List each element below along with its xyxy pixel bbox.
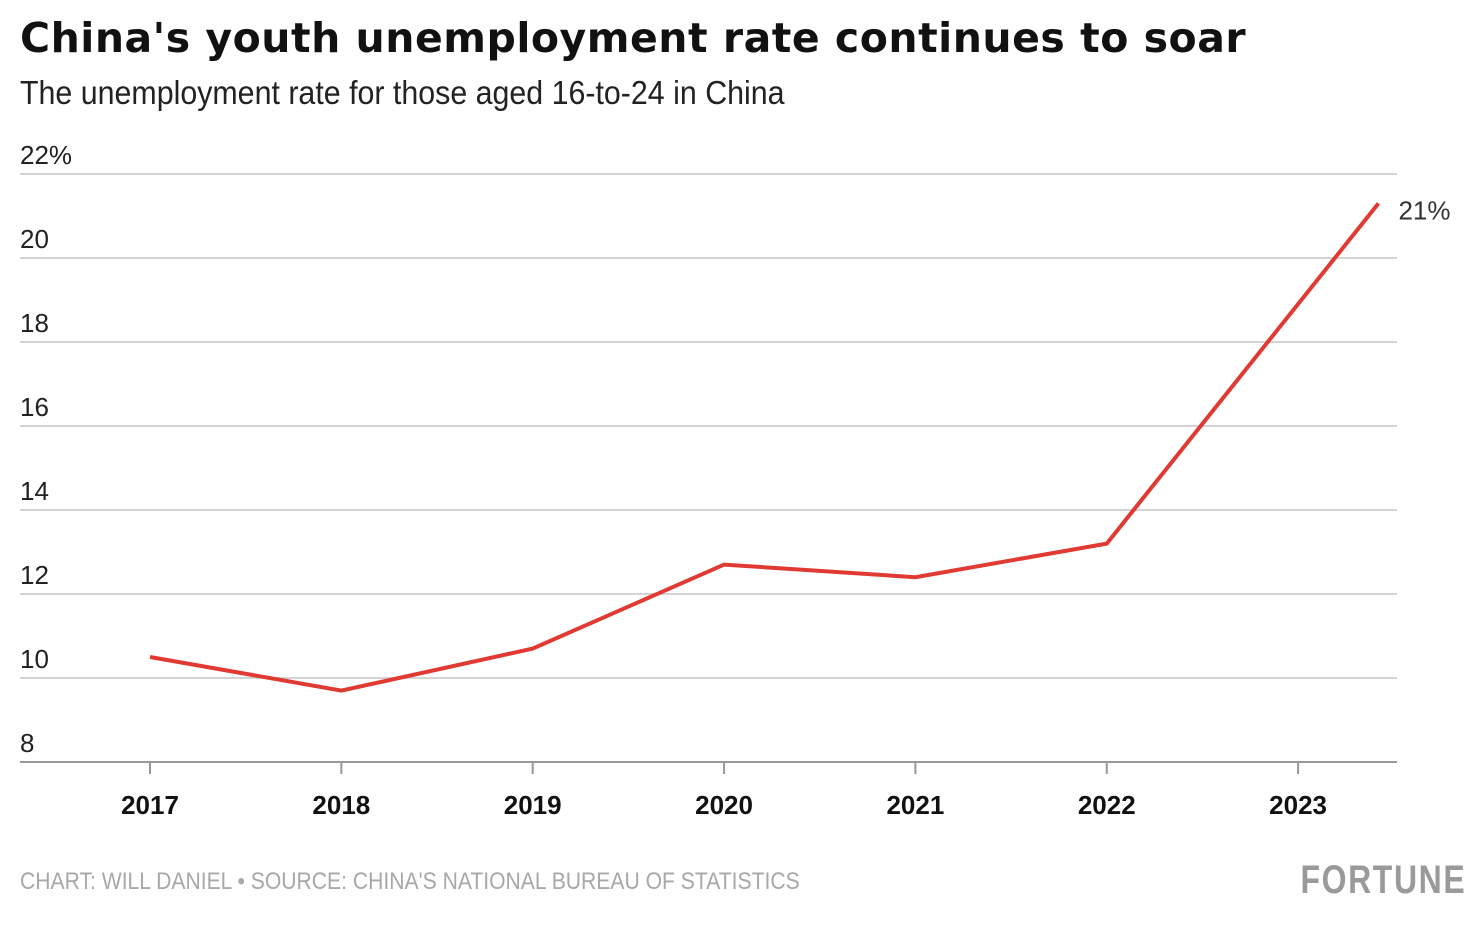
line-chart: 8 10 12 14 16 18 20 22% 2017 2018 2019 2020 2021 2022…	[20, 140, 1451, 820]
end-value-label: 21%	[1398, 195, 1450, 225]
y-tick-label: 16	[20, 392, 49, 422]
y-tick-label: 22%	[20, 140, 72, 170]
y-tick-label: 18	[20, 308, 49, 338]
x-tick-label: 2020	[695, 790, 753, 820]
series-line	[149, 202, 1381, 693]
fortune-logo: FORTUNE	[1300, 858, 1466, 902]
x-tick-label: 2023	[1269, 790, 1327, 820]
y-tick-label: 8	[20, 728, 34, 758]
y-tick-label: 12	[20, 560, 49, 590]
y-tick-label: 10	[20, 644, 49, 674]
chart-title: China's youth unemployment rate continue…	[20, 14, 1247, 62]
x-tick-label: 2018	[312, 790, 370, 820]
x-tick-label: 2022	[1078, 790, 1136, 820]
x-tick-label: 2021	[886, 790, 944, 820]
y-tick-label: 20	[20, 224, 49, 254]
chart-credit: CHART: WILL DANIEL • SOURCE: CHINA'S NAT…	[20, 868, 800, 895]
x-tick-label: 2017	[121, 790, 179, 820]
x-tick-label: 2019	[504, 790, 562, 820]
chart-subtitle: The unemployment rate for those aged 16-…	[20, 74, 785, 111]
y-tick-label: 14	[20, 476, 49, 506]
